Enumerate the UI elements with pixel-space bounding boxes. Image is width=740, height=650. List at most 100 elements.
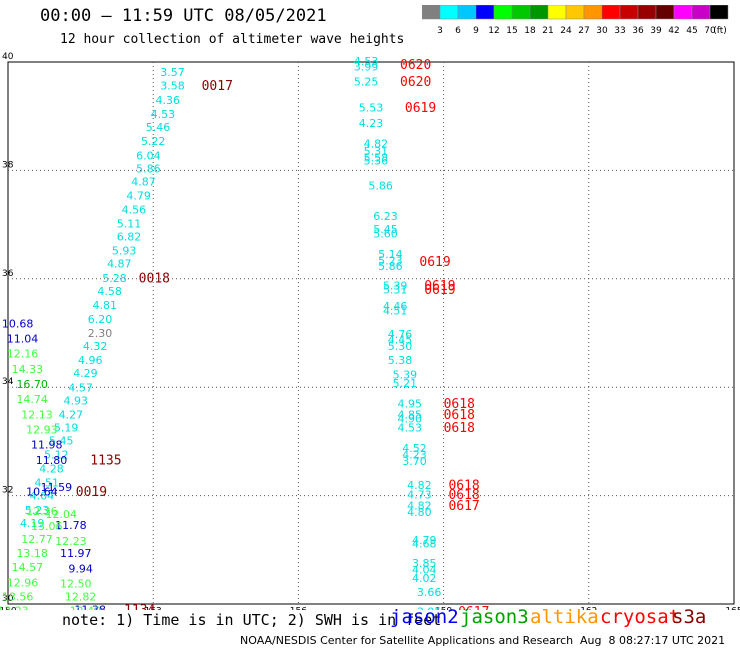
- wave-height-reading: 5.30: [388, 340, 413, 353]
- wave-height-reading: 12.93: [26, 424, 58, 437]
- wave-height-reading: 4.81: [93, 299, 118, 312]
- wave-height-reading: 12.23: [55, 535, 87, 548]
- wave-height-reading: 11.80: [36, 454, 68, 467]
- wave-height-reading: 11.98: [31, 439, 63, 452]
- credit-text: NOAA/NESDIS Center for Satellite Applica…: [240, 634, 574, 647]
- pass-time-label: 1135: [90, 453, 121, 468]
- wave-height-reading: 4.52: [402, 442, 427, 455]
- wave-height-reading: 4.93: [64, 394, 89, 407]
- wave-height-reading: 3.95: [417, 606, 442, 610]
- colorbar-label: (ft): [713, 26, 727, 36]
- wave-height-reading: 11.38: [75, 604, 107, 610]
- wave-height-reading: 14.57: [12, 561, 44, 574]
- pass-time-label: 0617: [458, 605, 489, 610]
- wave-height-reading: 5.39: [383, 279, 408, 292]
- colorbar-label: 21: [542, 26, 553, 36]
- wave-height-reading: 3.58: [160, 79, 185, 92]
- wave-height-reading: 5.11: [117, 218, 142, 231]
- colorbar-label: 12: [488, 26, 499, 36]
- wave-height-reading: 3.57: [160, 66, 185, 79]
- colorbar-label: 70: [704, 26, 716, 36]
- colorbar-swatch: [709, 5, 729, 20]
- colorbar-label: 42: [668, 26, 679, 36]
- pass-time-label: 0619: [424, 279, 455, 294]
- units-note: note: 1) Time is in UTC; 2) SWH is in fe…: [62, 611, 442, 629]
- wave-height-reading: 12.77: [21, 533, 53, 546]
- pass-time-label: 0620: [400, 58, 431, 73]
- wave-height-reading: 5.21: [393, 377, 418, 390]
- pass-time-label: 0619: [419, 255, 450, 270]
- wave-height-reading: 12.82: [65, 590, 97, 603]
- longitude-tick-label: 153: [145, 607, 162, 610]
- wave-height-reading: 5.39: [393, 368, 418, 381]
- wave-height-reading: 4.85: [397, 408, 422, 421]
- wave-height-reading: 10.64: [26, 485, 58, 498]
- wave-height-reading: 4.29: [73, 367, 98, 380]
- wave-height-reading: 4.27: [59, 408, 84, 421]
- wave-height-reading: 9.94: [68, 562, 93, 575]
- pass-time-label: 0618: [444, 397, 475, 412]
- wave-height-reading: 11.78: [55, 519, 87, 532]
- latitude-tick-label: 34: [2, 377, 14, 387]
- pass-time-label: 0017: [202, 79, 233, 94]
- latitude-tick-label: 40: [2, 52, 14, 62]
- wave-height-reading: 5.93: [112, 245, 137, 258]
- colorbar-label: 36: [632, 26, 644, 36]
- wave-height-reading: 4.79: [412, 534, 437, 547]
- wave-height-reading: 4.51: [383, 304, 408, 317]
- pass-time-label: 0019: [76, 485, 107, 500]
- wave-height-reading: 5.22: [141, 135, 166, 148]
- wave-height-reading: 4.23: [359, 117, 384, 130]
- wave-height-reading: 12.13: [21, 408, 53, 421]
- pass-time-label: 0618: [444, 421, 475, 436]
- legend-item-cryosat: cryosat: [600, 606, 681, 628]
- wave-height-reading: 10.68: [2, 317, 34, 330]
- longitude-tick-label: 156: [290, 607, 307, 610]
- generated-timestamp: Aug 8 08:27:17 UTC 2021: [580, 634, 726, 647]
- wave-height-reading: 4.82: [407, 479, 432, 492]
- colorbar-label: 9: [473, 26, 479, 36]
- legend-item-s3a: s3a: [672, 606, 707, 628]
- wave-height-reading: 2.30: [88, 327, 113, 340]
- wave-height-reading: 4.82: [364, 137, 389, 150]
- longitude-tick-label: 162: [580, 607, 597, 610]
- wave-height-reading: 12.04: [45, 508, 77, 521]
- wave-height-reading: 16.70: [16, 378, 48, 391]
- wave-height-reading: 5.45: [49, 434, 74, 447]
- wave-height-reading: 5.58: [364, 151, 389, 164]
- pass-time-label: 0619: [424, 283, 455, 298]
- wave-height-reading: 3.70: [402, 455, 427, 468]
- wave-height-reading: 4.45: [388, 334, 413, 347]
- colorbar-label: 3: [437, 26, 443, 36]
- pass-time-label: 0618: [448, 478, 479, 493]
- colorbar-label: 27: [578, 26, 589, 36]
- wave-height-reading: 5.14: [378, 248, 403, 261]
- latitude-tick-label: 30: [2, 594, 14, 604]
- wave-height-reading: 4.32: [83, 340, 108, 353]
- wave-height-reading: 4.51: [34, 477, 59, 490]
- colorbar-label: 18: [524, 26, 536, 36]
- wave-height-reading: 5.60: [373, 227, 398, 240]
- wave-height-reading: 4.56: [122, 204, 147, 217]
- wave-height-reading: 4.57: [68, 381, 93, 394]
- wave-height-reading: 5.53: [359, 102, 384, 115]
- wave-height-reading: 5.86: [368, 180, 393, 193]
- wave-height-reading: 5.86: [136, 162, 161, 175]
- pass-time-label: 0018: [139, 271, 170, 286]
- wave-height-reading: 4.95: [397, 398, 422, 411]
- latitude-tick-label: 32: [2, 486, 13, 496]
- latitude-tick-label: 38: [2, 160, 14, 170]
- latitude-tick-label: 36: [2, 269, 14, 279]
- wave-height-map: 150 153 156 159 162 165 30 32 34 36 38 40 3.573.58 4.…: [0, 52, 740, 610]
- map-frame: [7, 61, 735, 605]
- wave-height-reading: 4.87: [107, 258, 132, 271]
- wave-height-reading: 4.68: [412, 537, 437, 550]
- wave-height-reading: 4.76: [388, 328, 413, 341]
- longitude-tick-label: 150: [0, 607, 17, 610]
- wave-height-reading: 5.23: [25, 504, 50, 517]
- wave-height-reading: 5.38: [388, 354, 413, 367]
- wave-height-reading: 6.23: [373, 210, 398, 223]
- wave-height-reading: 4.53: [354, 55, 379, 68]
- wave-height-reading: 4.23: [402, 448, 427, 461]
- wave-height-reading: 4.82: [407, 499, 432, 512]
